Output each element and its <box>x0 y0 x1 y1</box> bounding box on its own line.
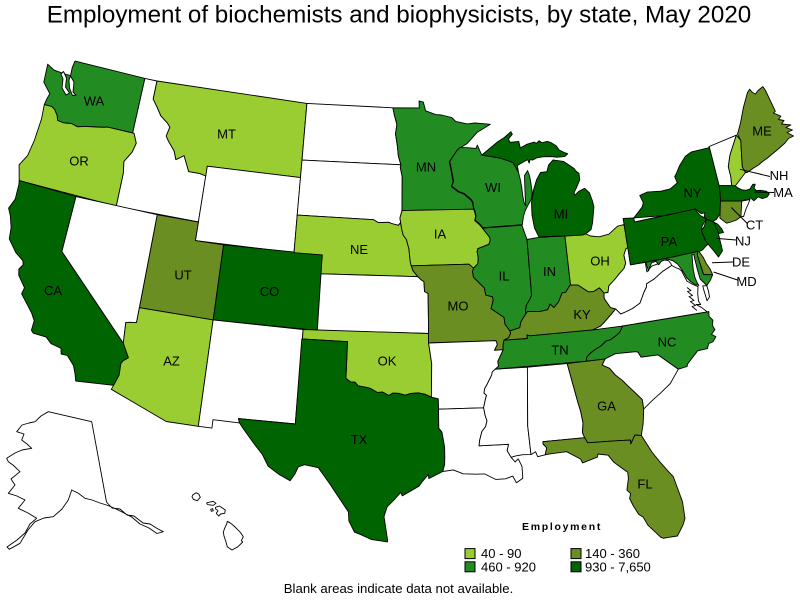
svg-text:MO: MO <box>448 299 469 314</box>
svg-text:AZ: AZ <box>163 354 180 369</box>
svg-text:CO: CO <box>260 284 280 299</box>
svg-text:MA: MA <box>773 185 793 200</box>
svg-text:NH: NH <box>770 168 789 183</box>
svg-text:NY: NY <box>683 186 701 201</box>
svg-text:IA: IA <box>434 227 447 242</box>
svg-text:MD: MD <box>736 274 756 289</box>
svg-text:40 - 90: 40 - 90 <box>481 546 521 561</box>
svg-text:TX: TX <box>351 432 368 447</box>
svg-text:Blank areas indicate data not: Blank areas indicate data not available. <box>284 581 513 596</box>
svg-text:DE: DE <box>732 255 750 270</box>
svg-text:NC: NC <box>658 335 677 350</box>
svg-text:GA: GA <box>597 399 616 414</box>
svg-text:460 - 920: 460 - 920 <box>481 559 536 574</box>
svg-text:IN: IN <box>543 264 556 279</box>
svg-text:Employment of biochemists and: Employment of biochemists and biophysici… <box>47 2 751 29</box>
svg-text:930 - 7,650: 930 - 7,650 <box>585 559 651 574</box>
svg-text:PA: PA <box>661 234 678 249</box>
svg-text:MT: MT <box>217 127 236 142</box>
svg-text:MI: MI <box>554 207 568 222</box>
svg-text:UT: UT <box>174 268 191 283</box>
svg-text:CT: CT <box>746 218 763 233</box>
svg-text:OH: OH <box>590 254 610 269</box>
svg-text:NJ: NJ <box>735 234 751 249</box>
svg-text:CA: CA <box>44 283 62 298</box>
svg-text:TN: TN <box>551 343 568 358</box>
svg-text:WI: WI <box>485 180 501 195</box>
svg-text:ME: ME <box>752 124 772 139</box>
svg-text:IL: IL <box>499 269 510 284</box>
svg-text:OK: OK <box>378 354 397 369</box>
svg-text:140 - 360: 140 - 360 <box>585 546 640 561</box>
svg-text:OR: OR <box>69 154 89 169</box>
svg-text:NE: NE <box>350 242 368 257</box>
svg-text:Employment: Employment <box>522 521 602 533</box>
svg-text:FL: FL <box>637 477 652 492</box>
svg-text:WA: WA <box>84 94 105 109</box>
svg-text:MN: MN <box>416 160 436 175</box>
svg-text:KY: KY <box>573 307 591 322</box>
